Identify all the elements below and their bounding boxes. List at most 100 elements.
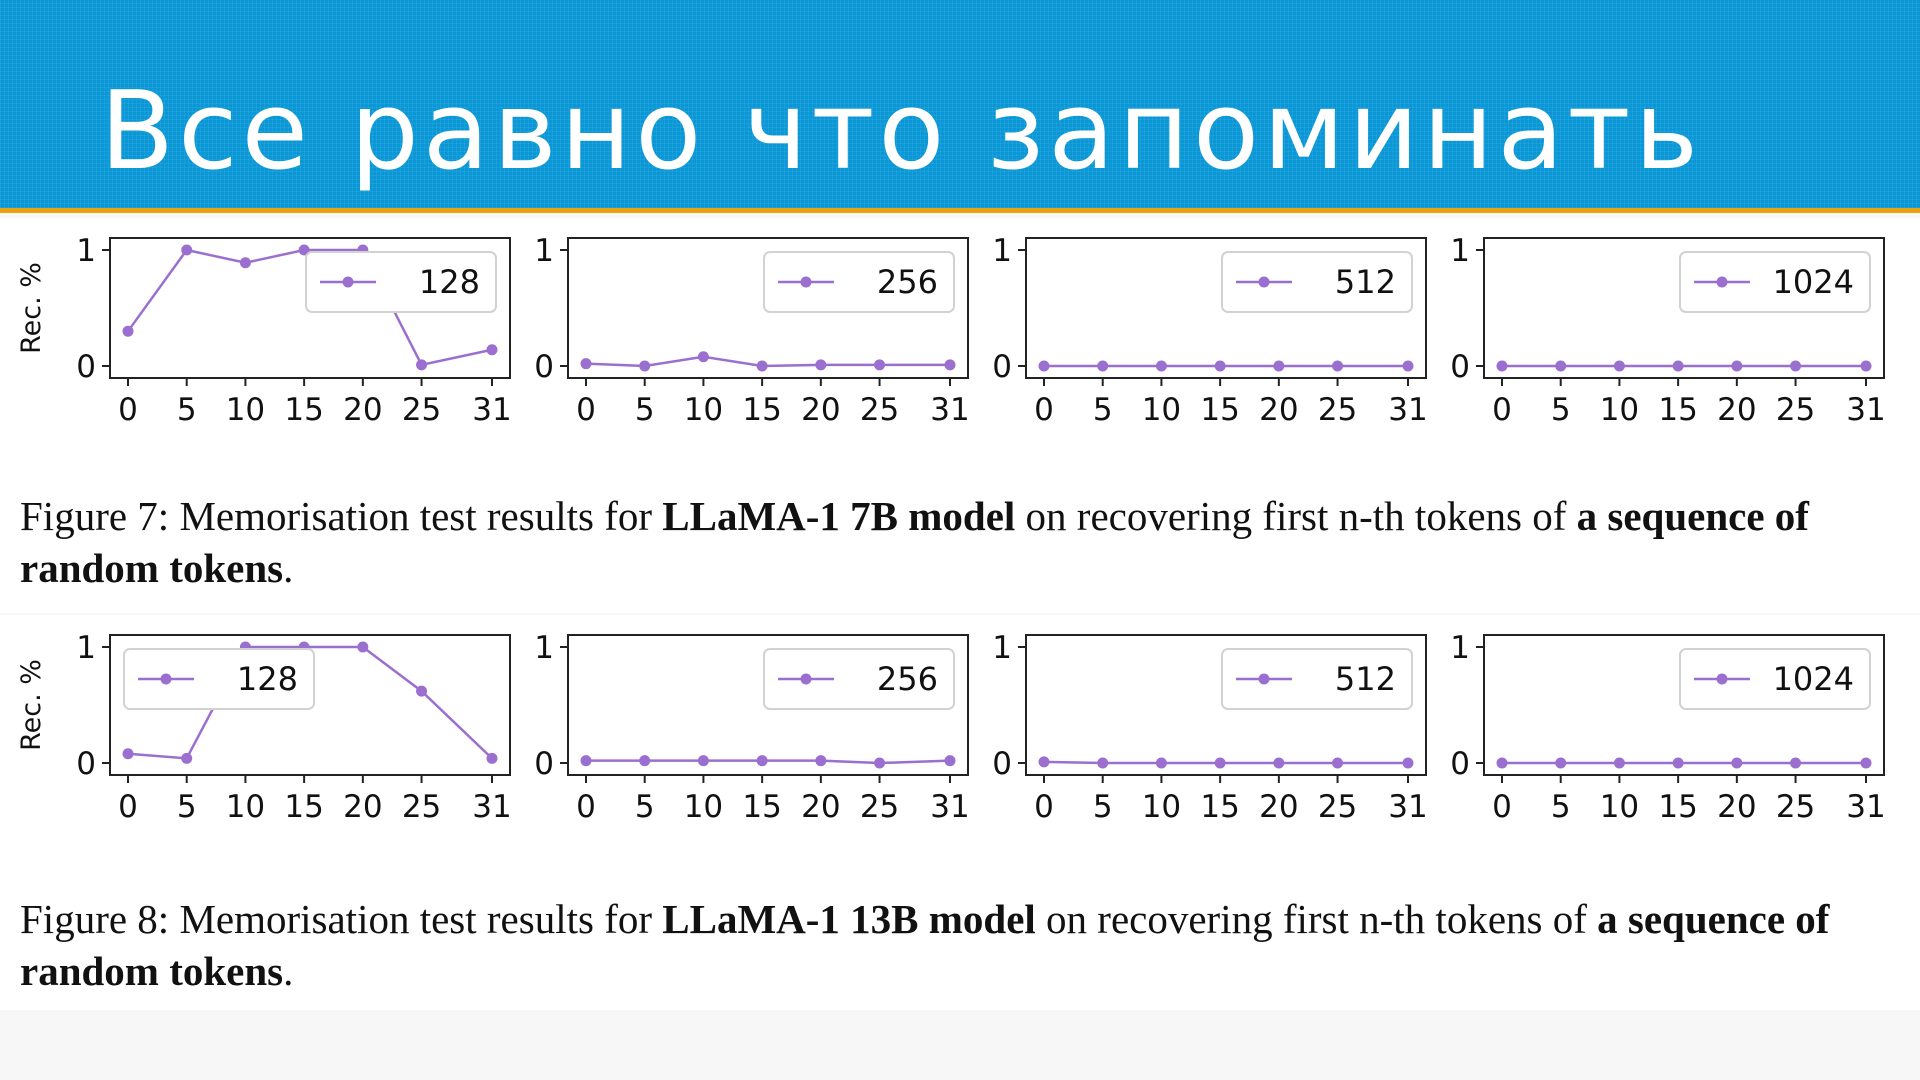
data-point bbox=[580, 358, 592, 370]
y-tick-label: 1 bbox=[534, 233, 554, 269]
data-point bbox=[944, 359, 956, 371]
data-point bbox=[122, 748, 134, 760]
x-tick-label: 31 bbox=[1846, 392, 1885, 428]
caption-text: Memorisation test results for bbox=[169, 896, 663, 942]
legend-marker bbox=[160, 673, 172, 685]
x-tick-label: 20 bbox=[1259, 789, 1298, 825]
data-point bbox=[1155, 757, 1167, 769]
legend: 256 bbox=[763, 648, 955, 710]
x-tick-label: 10 bbox=[684, 392, 723, 428]
x-tick-label: 5 bbox=[177, 789, 197, 825]
x-tick-label: 10 bbox=[226, 392, 265, 428]
data-point bbox=[1555, 360, 1567, 372]
caption-model-name: LLaMA-1 7B model bbox=[662, 493, 1016, 539]
x-tick-label: 20 bbox=[1717, 392, 1756, 428]
data-point bbox=[1273, 360, 1285, 372]
data-point bbox=[1672, 360, 1684, 372]
y-tick-label: 1 bbox=[76, 630, 96, 666]
x-tick-label: 5 bbox=[635, 789, 655, 825]
x-tick-label: 20 bbox=[801, 392, 840, 428]
legend-label: 128 bbox=[237, 660, 298, 698]
x-tick-label: 31 bbox=[930, 392, 969, 428]
data-point bbox=[1038, 756, 1050, 768]
data-point bbox=[697, 351, 709, 363]
y-tick-label: 1 bbox=[1450, 630, 1470, 666]
legend-box bbox=[1679, 648, 1871, 710]
y-tick-label: 0 bbox=[76, 349, 96, 385]
legend-label: 1024 bbox=[1773, 660, 1854, 698]
x-tick-label: 10 bbox=[1142, 392, 1181, 428]
data-point bbox=[874, 757, 886, 769]
caption-text: on recovering first n-th tokens of bbox=[1035, 896, 1598, 942]
x-tick-label: 25 bbox=[1318, 392, 1357, 428]
data-point bbox=[944, 755, 956, 767]
y-tick-label: 0 bbox=[992, 746, 1012, 782]
slide-title: Все равно что запоминать bbox=[100, 69, 1703, 194]
data-point bbox=[756, 360, 768, 372]
legend: 512 bbox=[1221, 648, 1413, 710]
caption-label: Figure 7: bbox=[20, 493, 170, 539]
figure-7-caption: Figure 7: Memorisation test results for … bbox=[20, 490, 1910, 594]
x-tick-label: 25 bbox=[1318, 789, 1357, 825]
data-point bbox=[1731, 757, 1743, 769]
legend-label: 512 bbox=[1335, 660, 1396, 698]
data-point bbox=[815, 755, 827, 767]
legend-marker bbox=[1258, 276, 1270, 288]
data-point bbox=[815, 359, 827, 371]
data-point bbox=[1097, 757, 1109, 769]
x-tick-label: 5 bbox=[635, 392, 655, 428]
x-tick-label: 20 bbox=[1717, 789, 1756, 825]
y-axis-label: Rec. % bbox=[16, 659, 47, 751]
x-tick-label: 10 bbox=[684, 789, 723, 825]
caption-text: on recovering first n-th tokens of bbox=[1015, 493, 1577, 539]
data-point bbox=[1731, 360, 1743, 372]
data-point bbox=[697, 755, 709, 767]
legend-marker bbox=[1716, 673, 1728, 685]
x-tick-label: 25 bbox=[402, 789, 441, 825]
legend-box bbox=[763, 648, 955, 710]
data-point bbox=[298, 244, 310, 256]
caption-model-name: LLaMA-1 13B model bbox=[662, 896, 1036, 942]
y-tick-label: 0 bbox=[1450, 349, 1470, 385]
x-tick-label: 15 bbox=[742, 789, 781, 825]
legend: 128 bbox=[305, 251, 497, 313]
data-point bbox=[1214, 757, 1226, 769]
header-accent-stripe bbox=[0, 208, 1920, 213]
legend-box bbox=[1679, 251, 1871, 313]
data-point bbox=[1273, 757, 1285, 769]
data-point bbox=[639, 360, 651, 372]
legend-marker bbox=[1716, 276, 1728, 288]
data-point bbox=[357, 641, 369, 653]
x-tick-label: 31 bbox=[930, 789, 969, 825]
legend: 256 bbox=[763, 251, 955, 313]
figure-8: 0 1 0 5 10 15 20 25 31 Rec. % 128 0 1 0 5 10 15 20 25 31 256… bbox=[0, 615, 1920, 1010]
data-point bbox=[1496, 360, 1508, 372]
data-point bbox=[1790, 757, 1802, 769]
data-point bbox=[1860, 757, 1872, 769]
y-tick-label: 1 bbox=[1450, 233, 1470, 269]
x-tick-label: 15 bbox=[1200, 789, 1239, 825]
data-point bbox=[239, 257, 251, 269]
x-tick-label: 25 bbox=[860, 789, 899, 825]
x-tick-label: 15 bbox=[284, 789, 323, 825]
data-point bbox=[1332, 360, 1344, 372]
x-tick-label: 10 bbox=[1600, 392, 1639, 428]
legend: 128 bbox=[123, 648, 315, 710]
data-point bbox=[874, 359, 886, 371]
data-point bbox=[1214, 360, 1226, 372]
x-tick-label: 10 bbox=[226, 789, 265, 825]
legend: 1024 bbox=[1679, 251, 1871, 313]
y-tick-label: 1 bbox=[992, 630, 1012, 666]
data-point bbox=[1038, 360, 1050, 372]
y-tick-label: 1 bbox=[76, 233, 96, 269]
data-point bbox=[1613, 757, 1625, 769]
data-point bbox=[1402, 757, 1414, 769]
legend-box bbox=[1221, 648, 1413, 710]
x-tick-label: 5 bbox=[1551, 789, 1571, 825]
data-point bbox=[639, 755, 651, 767]
